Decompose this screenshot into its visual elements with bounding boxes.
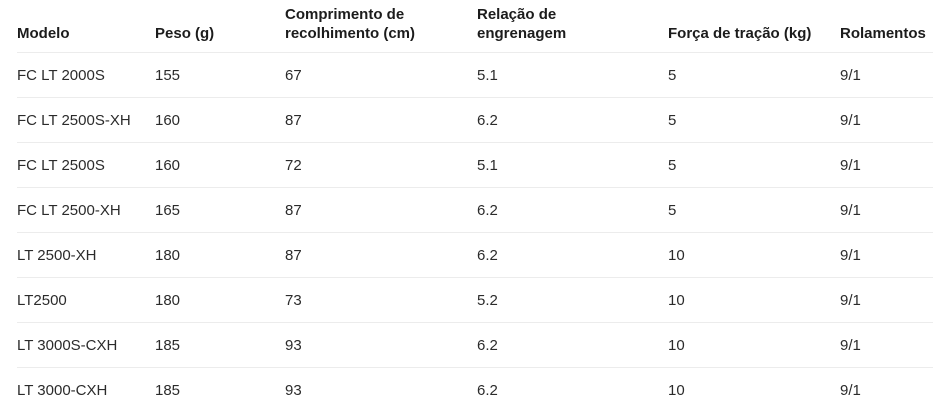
- spec-table: Modelo Peso (g) Comprimento de recolhime…: [17, 0, 933, 413]
- table-cell: 5.1: [477, 52, 668, 98]
- table-cell: 9/1: [840, 97, 933, 143]
- column-header-modelo: Modelo: [17, 0, 155, 53]
- table-cell: 9/1: [840, 142, 933, 188]
- table-cell: 10: [668, 322, 840, 368]
- column-header-relacao: Relação de engrenagem: [477, 0, 668, 53]
- table-row: FC LT 2500S-XH 160 87 6.2 5 9/1: [17, 97, 933, 143]
- table-cell: 180: [155, 277, 285, 323]
- table-body: FC LT 2000S 155 67 5.1 5 9/1 FC LT 2500S-XH 160…: [17, 52, 933, 413]
- table-cell: LT 3000S-CXH: [17, 322, 155, 368]
- table-row: LT 2500-XH 180 87 6.2 10 9/1: [17, 232, 933, 278]
- table-row: LT 3000-CXH 185 93 6.2 10 9/1: [17, 367, 933, 413]
- table-cell: 155: [155, 52, 285, 98]
- table-cell: FC LT 2000S: [17, 52, 155, 98]
- table-cell: 6.2: [477, 187, 668, 233]
- table-cell: 165: [155, 187, 285, 233]
- table-cell: 67: [285, 52, 477, 98]
- table-cell: FC LT 2500-XH: [17, 187, 155, 233]
- table-cell: 185: [155, 322, 285, 368]
- table-cell: 9/1: [840, 187, 933, 233]
- column-header-comprimento: Comprimento de recolhimento (cm): [285, 0, 477, 53]
- table-cell: 180: [155, 232, 285, 278]
- header-row: Modelo Peso (g) Comprimento de recolhime…: [17, 0, 933, 53]
- table-cell: 6.2: [477, 97, 668, 143]
- table-cell: 185: [155, 367, 285, 413]
- table-row: LT 3000S-CXH 185 93 6.2 10 9/1: [17, 322, 933, 368]
- table-cell: LT 2500-XH: [17, 232, 155, 278]
- table-cell: 6.2: [477, 322, 668, 368]
- table-cell: FC LT 2500S: [17, 142, 155, 188]
- table-cell: 160: [155, 142, 285, 188]
- table-cell: LT 3000-CXH: [17, 367, 155, 413]
- table-cell: 87: [285, 97, 477, 143]
- table-cell: 9/1: [840, 367, 933, 413]
- table-cell: 10: [668, 367, 840, 413]
- table-cell: 9/1: [840, 232, 933, 278]
- table-cell: 10: [668, 232, 840, 278]
- table-cell: 10: [668, 277, 840, 323]
- table-cell: 6.2: [477, 367, 668, 413]
- table-cell: 5: [668, 97, 840, 143]
- table-cell: 87: [285, 187, 477, 233]
- column-header-rolamentos: Rolamentos: [840, 0, 933, 53]
- table-row: FC LT 2500-XH 165 87 6.2 5 9/1: [17, 187, 933, 233]
- table-cell: 6.2: [477, 232, 668, 278]
- table-row: LT2500 180 73 5.2 10 9/1: [17, 277, 933, 323]
- table-cell: LT2500: [17, 277, 155, 323]
- table-cell: 93: [285, 322, 477, 368]
- table-cell: 5.2: [477, 277, 668, 323]
- table-row: FC LT 2500S 160 72 5.1 5 9/1: [17, 142, 933, 188]
- table-cell: 5: [668, 142, 840, 188]
- column-header-peso: Peso (g): [155, 0, 285, 53]
- table-cell: 73: [285, 277, 477, 323]
- table-cell: 72: [285, 142, 477, 188]
- table-cell: 9/1: [840, 322, 933, 368]
- table-cell: 5.1: [477, 142, 668, 188]
- table-header: Modelo Peso (g) Comprimento de recolhime…: [17, 0, 933, 53]
- table-cell: 5: [668, 52, 840, 98]
- table-cell: 9/1: [840, 277, 933, 323]
- table-cell: 160: [155, 97, 285, 143]
- table-cell: 87: [285, 232, 477, 278]
- column-header-forca: Força de tração (kg): [668, 0, 840, 53]
- table-cell: FC LT 2500S-XH: [17, 97, 155, 143]
- table-cell: 9/1: [840, 52, 933, 98]
- table-cell: 5: [668, 187, 840, 233]
- table-row: FC LT 2000S 155 67 5.1 5 9/1: [17, 52, 933, 98]
- table-cell: 93: [285, 367, 477, 413]
